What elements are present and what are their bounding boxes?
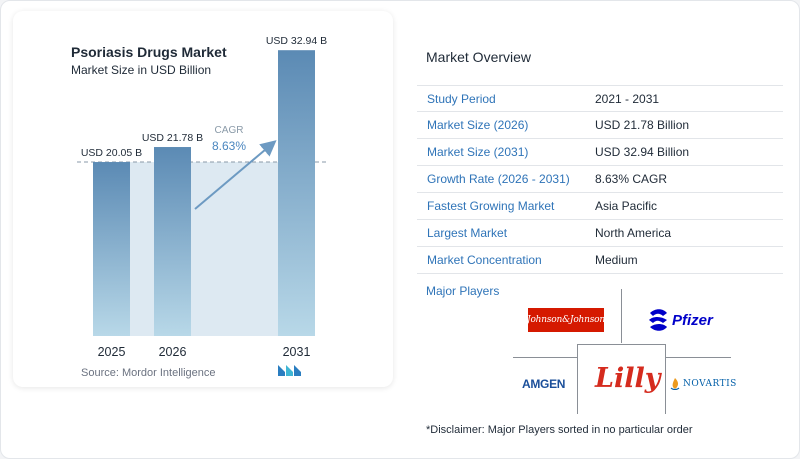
overview-title: Market Overview (426, 49, 532, 65)
overview-row: Fastest Growing Market Asia Pacific (417, 193, 783, 220)
overview-table: Study Period 2021 - 2031 Market Size (20… (417, 85, 783, 274)
pfizer-wordmark: Pfizer (672, 311, 713, 329)
pfizer-helix-icon (649, 309, 667, 331)
cagr-label: CAGR (215, 125, 244, 136)
bar-value-label: USD 20.05 B (81, 147, 142, 159)
x-tick-label: 2031 (283, 345, 311, 359)
logo-divider (621, 289, 622, 343)
logo-divider (665, 357, 731, 358)
logo-divider (513, 357, 577, 358)
baseline-band (130, 162, 278, 336)
novartis-flame-icon (670, 378, 680, 390)
overview-label: Market Size (2031) (427, 145, 529, 159)
logo-divider (577, 344, 665, 345)
overview-value: North America (595, 226, 672, 240)
bar-2025 (93, 162, 130, 336)
pfizer-logo: Pfizer (647, 307, 713, 333)
overview-row: Market Size (2026) USD 21.78 Billion (417, 112, 783, 139)
overview-label: Market Size (2026) (427, 118, 529, 132)
major-players-title: Major Players (426, 284, 500, 298)
overview-row: Market Concentration Medium (417, 247, 783, 274)
overview-label: Study Period (427, 91, 496, 106)
overview-row: Study Period 2021 - 2031 (417, 85, 783, 112)
cagr-arrow (194, 140, 277, 210)
overview-label: Largest Market (427, 226, 508, 240)
chart-title: Psoriasis Drugs Market (71, 44, 227, 60)
amgen-logo: AMGEN (522, 377, 566, 391)
overview-label: Market Concentration (427, 253, 542, 267)
overview-label: Growth Rate (2026 - 2031) (427, 172, 570, 186)
cagr-value: 8.63% (212, 139, 246, 153)
bar-2031 (278, 50, 315, 337)
overview-value: Medium (595, 253, 638, 267)
chart-subtitle: Market Size in USD Billion (71, 63, 212, 77)
bar-value-label: USD 32.94 B (266, 35, 327, 47)
overview-row: Growth Rate (2026 - 2031) 8.63% CAGR (417, 166, 783, 193)
x-tick-label: 2026 (159, 345, 187, 359)
bar-value-label: USD 21.78 B (142, 132, 203, 144)
overview-value: Asia Pacific (595, 199, 658, 213)
overview-value: 8.63% CAGR (595, 172, 668, 186)
overview-row: Largest Market North America (417, 220, 783, 247)
overview-value: 2021 - 2031 (595, 91, 660, 106)
bar-chart: USD 20.05 B 2025 USD 21.78 B 2026 USD 32.94 … (77, 35, 327, 359)
bar-2026 (154, 147, 191, 336)
novartis-logo: NOVARTIS (670, 378, 737, 390)
johnson-and-johnson-logo: Johnson&Johnson (527, 308, 605, 332)
mordor-logo-icon (278, 365, 301, 376)
overview-row: Market Size (2031) USD 32.94 Billion (417, 139, 783, 166)
overview-value: USD 32.94 Billion (595, 145, 690, 159)
overview-label: Fastest Growing Market (427, 199, 555, 213)
lilly-logo: Lilly (595, 363, 661, 394)
x-tick-label: 2025 (98, 345, 126, 359)
logo-divider (665, 344, 666, 414)
overview-value: USD 21.78 Billion (595, 118, 690, 132)
novartis-wordmark: NOVARTIS (683, 379, 737, 389)
source-text: Source: Mordor Intelligence (81, 367, 216, 379)
logo-divider (577, 344, 578, 414)
disclaimer-text: *Disclaimer: Major Players sorted in no … (426, 424, 693, 436)
